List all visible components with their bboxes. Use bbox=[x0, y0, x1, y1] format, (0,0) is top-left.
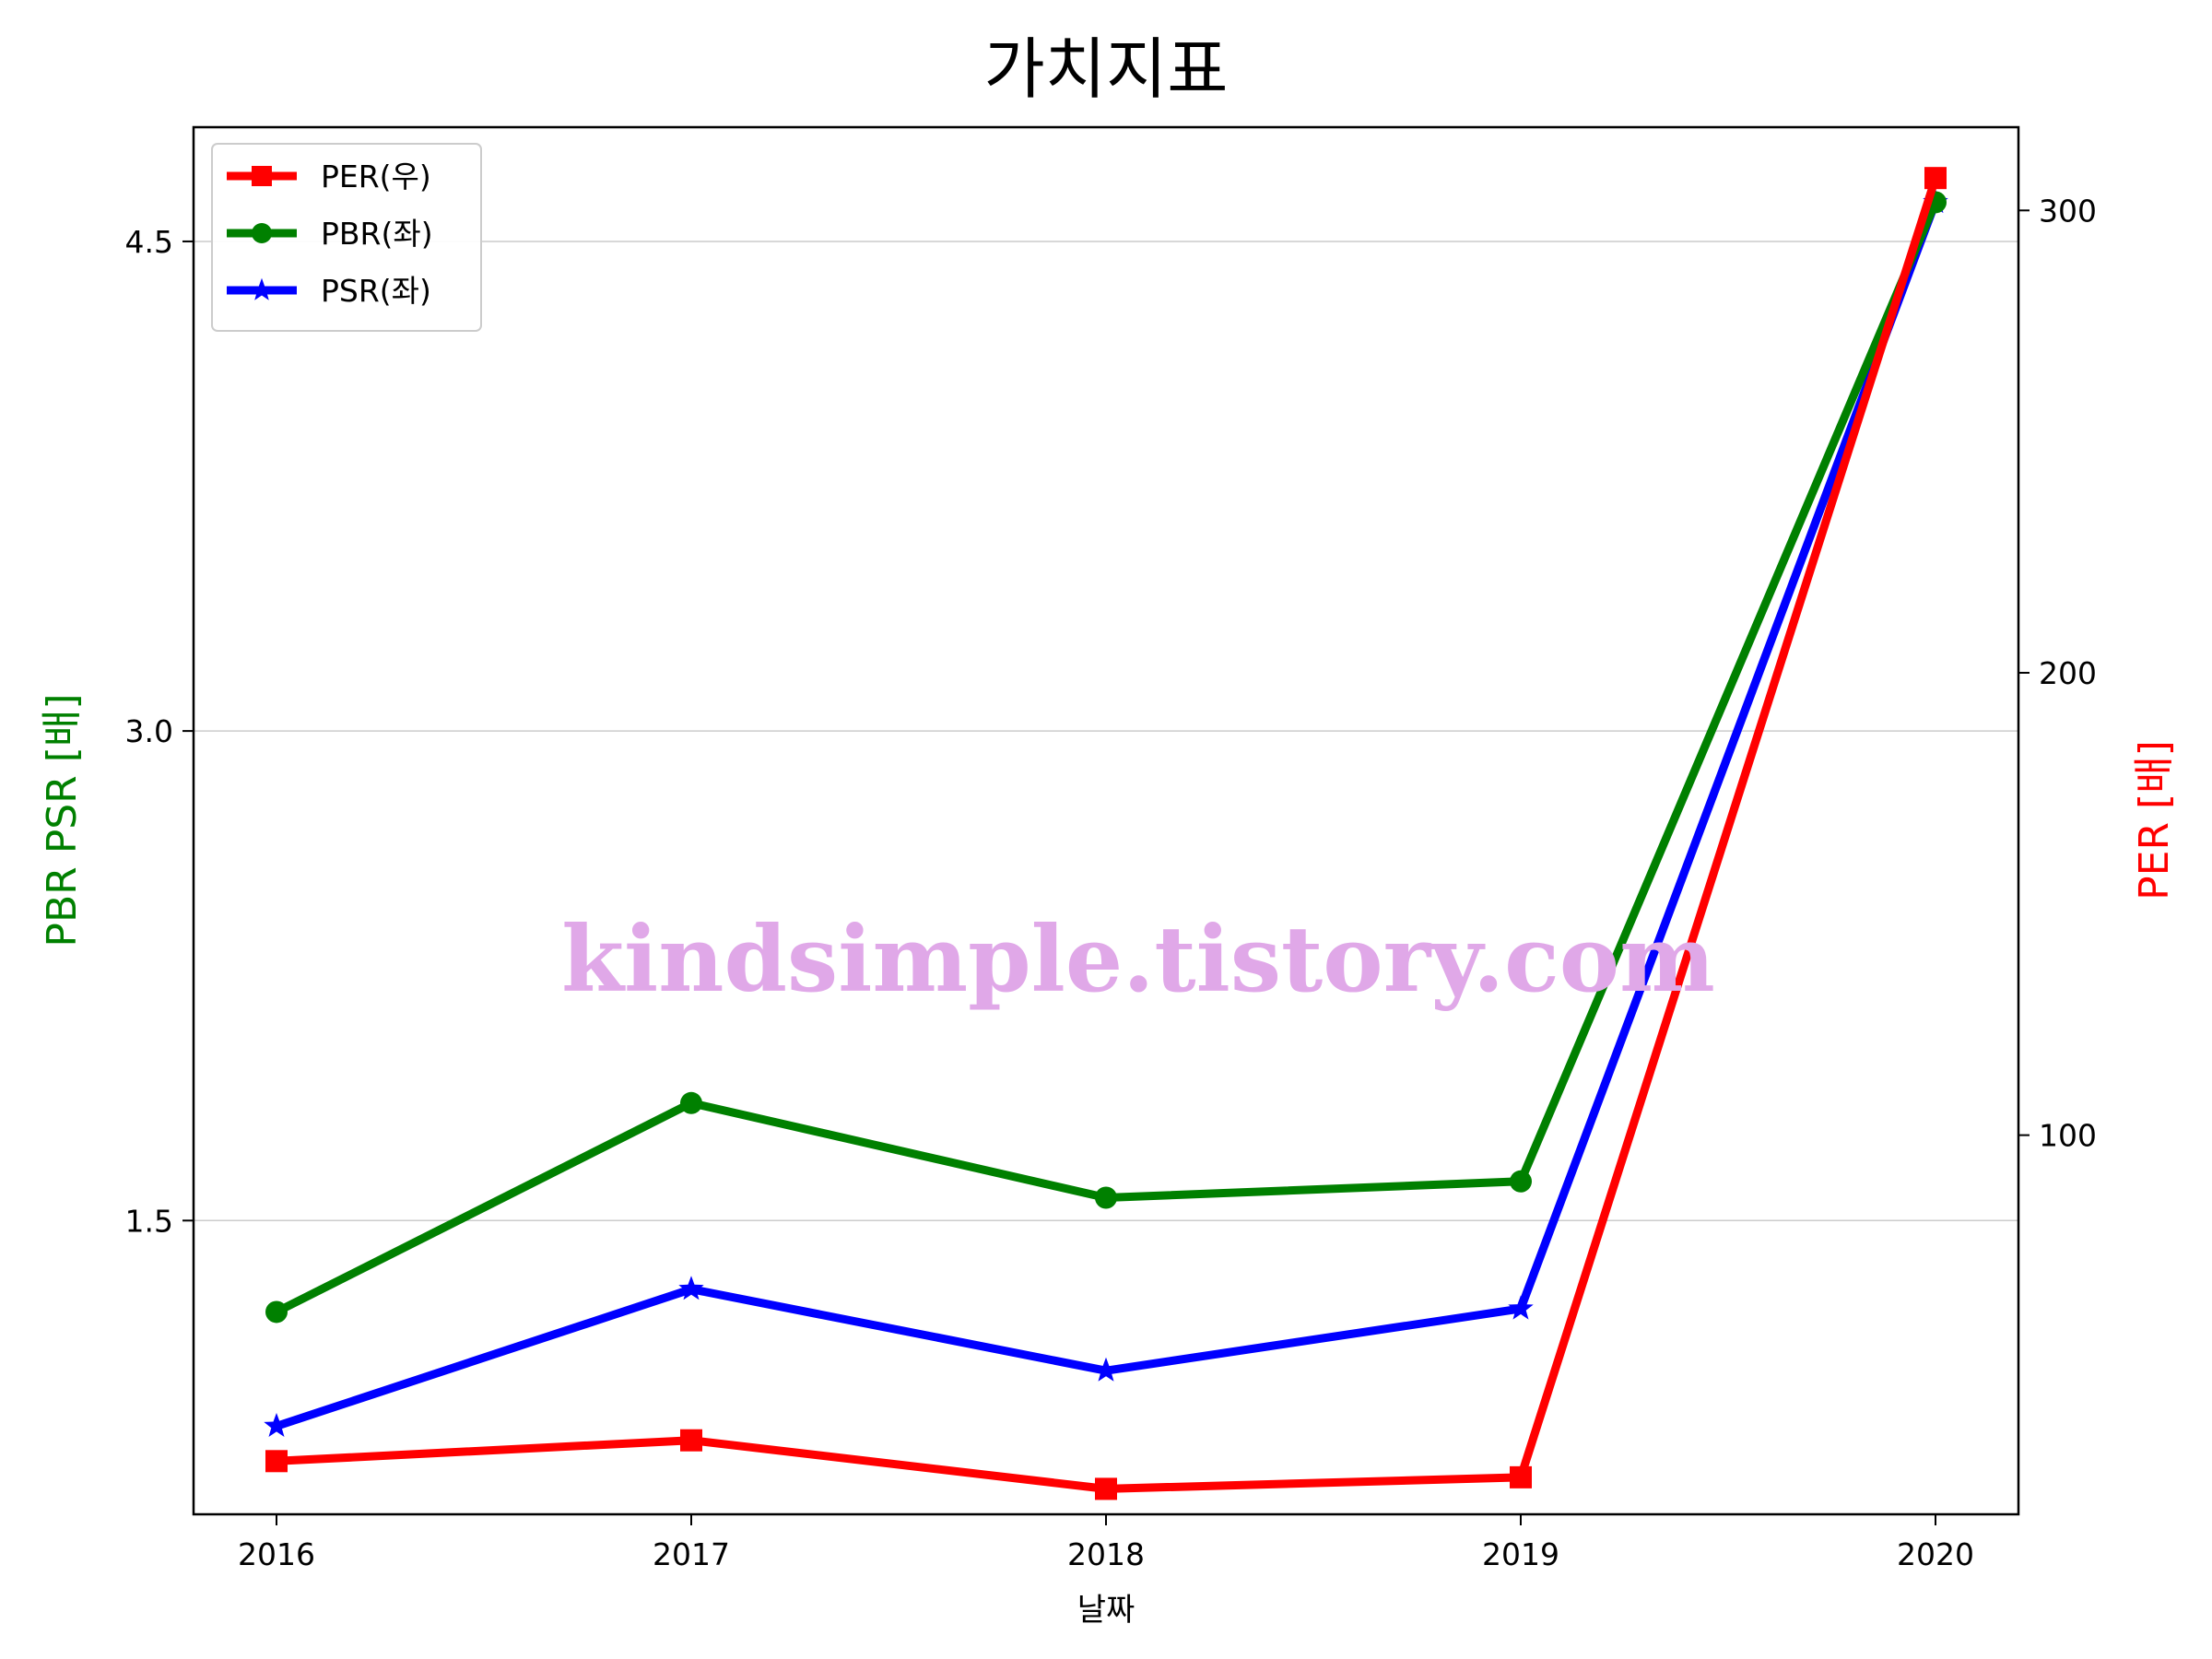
data-point-star bbox=[1508, 1295, 1534, 1320]
legend-entry: PBR(좌) bbox=[227, 216, 433, 252]
left-axis-label: PBR PSR [배] bbox=[39, 693, 86, 947]
right-tick-label: 300 bbox=[2039, 193, 2097, 229]
data-point-circle bbox=[252, 223, 272, 243]
legend-entry: PER(우) bbox=[227, 159, 431, 194]
right-tick-label: 200 bbox=[2039, 655, 2097, 691]
left-tick-label: 1.5 bbox=[125, 1203, 173, 1239]
legend-label: PER(우) bbox=[321, 159, 431, 194]
right-axis-label: PER [배] bbox=[2131, 740, 2178, 900]
x-axis-label: 날짜 bbox=[1077, 1592, 1135, 1629]
data-point-star bbox=[678, 1276, 704, 1300]
data-point-square bbox=[1510, 1465, 1532, 1488]
data-point-star bbox=[264, 1413, 289, 1437]
legend-entry: PSR(좌) bbox=[227, 273, 431, 309]
legend-label: PBR(좌) bbox=[321, 216, 433, 252]
series-layer bbox=[264, 167, 1948, 1500]
x-tick-label: 2018 bbox=[1067, 1536, 1145, 1572]
data-point-circle bbox=[265, 1300, 288, 1324]
data-point-square bbox=[252, 166, 272, 186]
x-tick-label: 2020 bbox=[1897, 1536, 1974, 1572]
legend-box bbox=[211, 143, 482, 332]
left-tick-label: 3.0 bbox=[125, 713, 173, 749]
series-PER(우) bbox=[265, 167, 1947, 1500]
data-point-circle bbox=[680, 1091, 702, 1114]
data-point-square bbox=[1095, 1477, 1117, 1500]
x-tick-label: 2017 bbox=[653, 1536, 730, 1572]
left-tick-label: 4.5 bbox=[125, 224, 173, 260]
legend-label: PSR(좌) bbox=[321, 273, 431, 309]
watermark-text: kindsimple.tistory.com bbox=[561, 907, 1715, 1013]
right-tick-label: 100 bbox=[2039, 1118, 2097, 1154]
data-point-square bbox=[1924, 167, 1947, 190]
left-axis-ticks: 1.5 3.0 4.5 bbox=[125, 224, 194, 1239]
data-point-star bbox=[1093, 1357, 1119, 1382]
legend: PER(우) PBR(좌) PSR(좌) bbox=[211, 143, 482, 332]
x-tick-label: 2019 bbox=[1482, 1536, 1559, 1572]
data-point-square bbox=[680, 1429, 702, 1452]
right-axis-ticks: 100 200 300 bbox=[2018, 193, 2097, 1154]
data-point-square bbox=[265, 1450, 288, 1473]
x-axis-ticks: 2016 2017 2018 2019 2020 bbox=[238, 1514, 1974, 1572]
data-point-circle bbox=[1510, 1170, 1532, 1193]
data-point-star bbox=[250, 277, 274, 300]
chart-title: 가치지표 bbox=[984, 30, 1229, 108]
x-tick-label: 2016 bbox=[238, 1536, 315, 1572]
data-point-circle bbox=[1095, 1186, 1117, 1209]
